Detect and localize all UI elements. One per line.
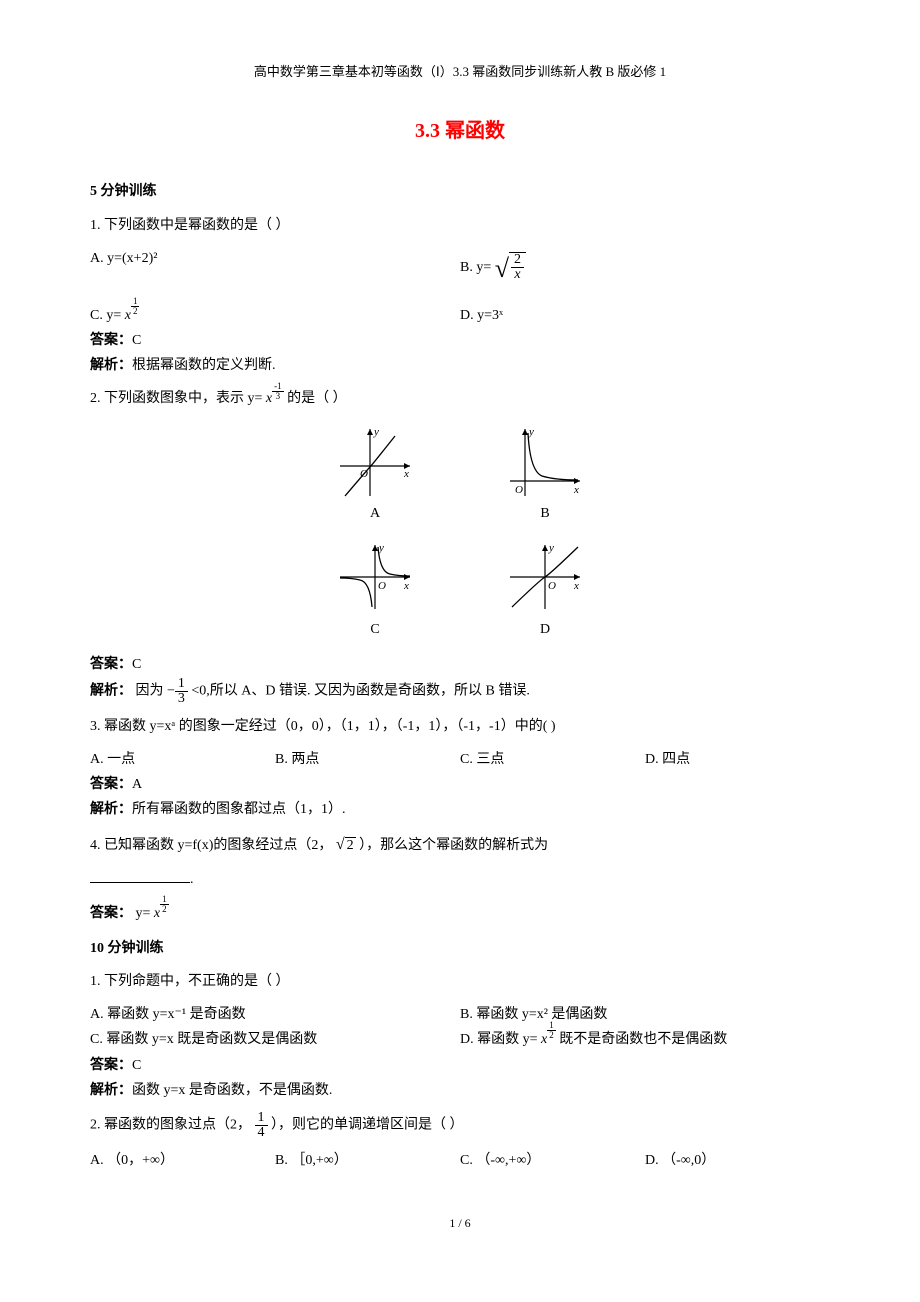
answer-label: 答案： xyxy=(90,333,132,348)
s10-q1-analysis: 解析：函数 y=x 是奇函数，不是偶函数. xyxy=(90,1078,830,1103)
s10-q2-optA: A. （0，+∞） xyxy=(90,1148,275,1173)
header-line: 高中数学第三章基本初等函数（Ⅰ）3.3 幂函数同步训练新人教 B 版必修 1 xyxy=(90,60,830,83)
graph-C: O x y xyxy=(330,537,420,617)
analysis-label: 解析： xyxy=(90,1083,132,1098)
analysis-label: 解析： xyxy=(90,358,132,373)
q3-answer: 答案：A xyxy=(90,772,830,797)
s10-q2-optC: C. （-∞,+∞） xyxy=(460,1148,645,1173)
s10-q1-optD-prefix: D. 幂函数 y= xyxy=(460,1032,538,1047)
q4-text-suffix: ），那么这个幂函数的解析式为 xyxy=(359,838,548,853)
analysis-label: 解析： xyxy=(90,684,132,699)
q1-options-row1: A. y=(x+2)² B. y= √2x xyxy=(90,246,830,293)
svg-text:y: y xyxy=(528,426,534,438)
q1-optD: D. y=3ˣ xyxy=(460,303,830,328)
graph-B: O x y xyxy=(500,421,590,501)
s10-q1-optD-suffix: 既不是奇函数也不是偶函数 xyxy=(559,1032,727,1047)
s10-q1-answer: 答案：C xyxy=(90,1053,830,1078)
svg-text:y: y xyxy=(373,426,379,438)
q1-options-row2: C. y= x12 D. y=3ˣ xyxy=(90,303,830,328)
svg-text:y: y xyxy=(548,542,554,554)
s10-q2-text-prefix: 2. 幂函数的图象过点（2， xyxy=(90,1118,251,1133)
figure-D-label: D xyxy=(500,617,590,642)
q1-optA: A. y=(x+2)² xyxy=(90,246,460,293)
figure-D: O x y D xyxy=(500,537,590,642)
svg-text:x: x xyxy=(403,580,409,592)
q3-answer-value: A xyxy=(132,777,142,792)
q1-optC: C. y= x12 xyxy=(90,303,460,328)
q1-text: 1. 下列函数中是幂函数的是（ ） xyxy=(90,213,830,238)
q1-analysis-text: 根据幂函数的定义判断. xyxy=(132,358,276,373)
analysis-label: 解析： xyxy=(90,802,132,817)
q4-answer-prefix: y= xyxy=(136,906,151,921)
q2-text-suffix: 的是（ ） xyxy=(287,391,347,406)
svg-text:O: O xyxy=(515,484,523,496)
q4-answer: 答案： y= x12 xyxy=(90,901,830,926)
s10-q1-optD: D. 幂函数 y= x12 既不是奇函数也不是偶函数 xyxy=(460,1027,830,1052)
svg-text:x: x xyxy=(403,468,409,480)
q2-text-prefix: 2. 下列函数图象中，表示 y= xyxy=(90,391,262,406)
q2-figures-row2: O x y C O x y D xyxy=(90,537,830,642)
s10-q2-text: 2. 幂函数的图象过点（2， 14 ），则它的单调递增区间是（ ） xyxy=(90,1111,830,1140)
q1-answer: 答案：C xyxy=(90,328,830,353)
q2-analysis-suffix: <0,所以 A、D 错误. 又因为函数是奇函数，所以 B 错误. xyxy=(191,684,529,699)
q1-answer-value: C xyxy=(132,333,141,348)
s10-q1-answer-value: C xyxy=(132,1058,141,1073)
s10-q1-options-row1: A. 幂函数 y=x⁻¹ 是奇函数 B. 幂函数 y=x² 是偶函数 xyxy=(90,1002,830,1027)
q2-answer-value: C xyxy=(132,657,141,672)
q1-optC-prefix: C. y= xyxy=(90,308,121,323)
q2-text: 2. 下列函数图象中，表示 y= x-13 的是（ ） xyxy=(90,386,830,411)
s10-q1-optC: C. 幂函数 y=x 既是奇函数又是偶函数 xyxy=(90,1027,460,1052)
q3-analysis-text: 所有幂函数的图象都过点（1，1）. xyxy=(132,802,346,817)
radical-2-over-x: √2x xyxy=(495,246,526,293)
s10-q2-optB: B. ［0,+∞） xyxy=(275,1148,460,1173)
q1-analysis: 解析：根据幂函数的定义判断. xyxy=(90,353,830,378)
svg-text:O: O xyxy=(378,580,386,592)
svg-text:x: x xyxy=(573,484,579,496)
figure-A-label: A xyxy=(330,501,420,526)
answer-label: 答案： xyxy=(90,777,132,792)
answer-label: 答案： xyxy=(90,1058,132,1073)
answer-label: 答案： xyxy=(90,657,132,672)
s10-q1-options-row2: C. 幂函数 y=x 既是奇函数又是偶函数 D. 幂函数 y= x12 既不是奇… xyxy=(90,1027,830,1052)
q1-optB-prefix: B. y= xyxy=(460,260,491,275)
s10-q2-text-suffix: ），则它的单调递增区间是（ ） xyxy=(271,1118,464,1133)
q3-text: 3. 幂函数 y=xᵃ 的图象一定经过（0，0），（1，1），（-1，1），（-… xyxy=(90,714,830,739)
svg-text:O: O xyxy=(548,580,556,592)
q2-answer: 答案：C xyxy=(90,652,830,677)
page-number: 1 / 6 xyxy=(90,1213,830,1235)
q3-optD: D. 四点 xyxy=(645,747,830,772)
graph-D: O x y xyxy=(500,537,590,617)
figure-A: O x y A xyxy=(330,421,420,526)
graph-A: O x y xyxy=(330,421,420,501)
q3-options: A. 一点 B. 两点 C. 三点 D. 四点 xyxy=(90,747,830,772)
q3-analysis: 解析：所有幂函数的图象都过点（1，1）. xyxy=(90,797,830,822)
answer-label: 答案： xyxy=(90,906,132,921)
section-5min-heading: 5 分钟训练 xyxy=(90,179,830,204)
q3-optA: A. 一点 xyxy=(90,747,275,772)
svg-text:x: x xyxy=(573,580,579,592)
q4-blank: . xyxy=(90,867,830,892)
q2-analysis: 解析： 因为 −13 <0,所以 A、D 错误. 又因为函数是奇函数，所以 B … xyxy=(90,677,830,706)
q3-optB: B. 两点 xyxy=(275,747,460,772)
s10-q1-analysis-text: 函数 y=x 是奇函数，不是偶函数. xyxy=(132,1083,332,1098)
figure-B: O x y B xyxy=(500,421,590,526)
s10-q2-options: A. （0，+∞） B. ［0,+∞） C. （-∞,+∞） D. （-∞,0） xyxy=(90,1148,830,1173)
s10-q1-optA: A. 幂函数 y=x⁻¹ 是奇函数 xyxy=(90,1002,460,1027)
q3-optC: C. 三点 xyxy=(460,747,645,772)
q1-optB: B. y= √2x xyxy=(460,246,830,293)
figure-C-label: C xyxy=(330,617,420,642)
s10-q1-text: 1. 下列命题中，不正确的是（ ） xyxy=(90,969,830,994)
figure-B-label: B xyxy=(500,501,590,526)
q4-text-prefix: 4. 已知幂函数 y=f(x)的图象经过点（2， xyxy=(90,838,332,853)
figure-C: O x y C xyxy=(330,537,420,642)
q2-figures-row1: O x y A O x y B xyxy=(90,421,830,526)
s10-q2-optD: D. （-∞,0） xyxy=(645,1148,830,1173)
section-10min-heading: 10 分钟训练 xyxy=(90,936,830,961)
main-title: 3.3 幂函数 xyxy=(90,113,830,149)
q2-analysis-prefix: 因为 xyxy=(136,684,164,699)
q4-text: 4. 已知幂函数 y=f(x)的图象经过点（2， √2 ），那么这个幂函数的解析… xyxy=(90,831,830,860)
s10-q1-optB: B. 幂函数 y=x² 是偶函数 xyxy=(460,1002,830,1027)
